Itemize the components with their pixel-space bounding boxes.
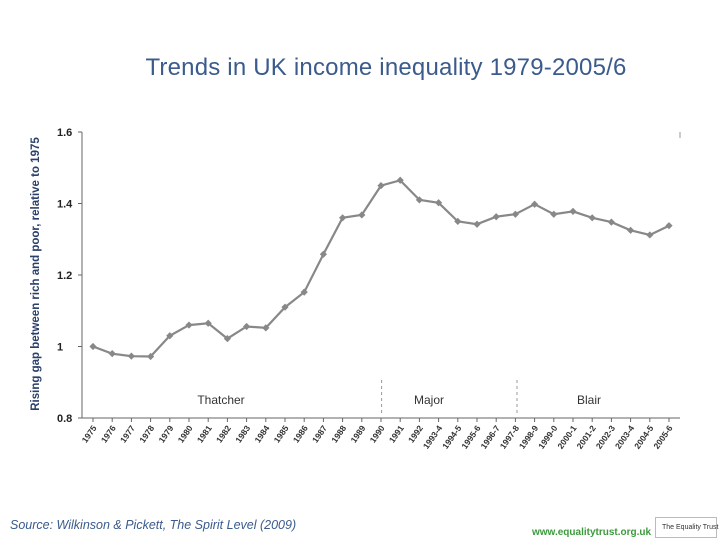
series-line: [92, 179, 670, 358]
data-point: [377, 182, 385, 190]
data-point: [300, 288, 308, 296]
data-point: [646, 231, 654, 239]
data-point: [588, 214, 596, 222]
data-point: [435, 199, 443, 207]
period-label-major: Major: [414, 393, 444, 407]
data-point: [319, 250, 327, 258]
logo-name: The Equality Trust: [662, 524, 719, 531]
data-point: [396, 176, 404, 184]
data-point: [569, 207, 577, 215]
data-point: [473, 220, 481, 228]
data-point: [108, 350, 116, 358]
y-tick-label: 1.6: [57, 127, 72, 139]
x-tick-label: 1984: [252, 423, 271, 444]
data-point: [185, 321, 193, 329]
x-tick-label: 1986: [291, 423, 310, 444]
data-point: [415, 196, 423, 204]
chart-title: Trends in UK income inequality 1979-2005…: [145, 54, 627, 81]
x-tick-label: 1978: [137, 423, 156, 444]
data-point: [492, 213, 500, 221]
data-point: [89, 342, 97, 351]
y-axis-label: Rising gap between rich and poor, relati…: [30, 137, 42, 411]
equality-trust-logo: The Equality Trust: [655, 517, 719, 538]
period-label-thatcher: Thatcher: [197, 393, 244, 407]
data-point: [223, 335, 231, 343]
data-point: [454, 217, 462, 225]
data-point: [243, 322, 251, 331]
x-tick-label: 1985: [272, 423, 291, 444]
y-tick-label: 1: [57, 342, 63, 354]
data-point: [511, 210, 519, 218]
x-tick-label: 1991: [387, 423, 406, 444]
data-point: [262, 324, 270, 332]
x-tick-label: 2005-6: [651, 423, 675, 451]
source-note: Source: Wilkinson & Pickett, The Spirit …: [10, 518, 297, 532]
x-tick-label: 1990: [368, 423, 387, 444]
x-tick-label: 1988: [329, 423, 348, 444]
data-point: [531, 200, 539, 208]
x-tick-label: 1977: [118, 423, 137, 444]
x-tick-label: 1975: [80, 423, 99, 444]
data-point: [204, 319, 212, 327]
x-tick-label: 1979: [156, 423, 175, 444]
y-tick-label: 0.8: [57, 413, 72, 425]
data-point: [339, 214, 347, 222]
x-tick-label: 1976: [99, 423, 118, 444]
website-link[interactable]: www.equalitytrust.org.uk: [532, 527, 652, 538]
data-point: [607, 218, 615, 226]
data-point: [550, 210, 558, 218]
data-point: [665, 222, 673, 230]
x-tick-label: 1981: [195, 423, 214, 444]
x-tick-label: 1980: [176, 423, 195, 444]
x-tick-label: 1989: [348, 423, 367, 444]
data-point: [127, 352, 135, 360]
data-point: [358, 211, 366, 219]
y-tick-label: 1.4: [57, 199, 73, 211]
data-point: [281, 303, 289, 311]
x-tick-label: 1987: [310, 423, 329, 444]
y-tick-label: 1.2: [57, 270, 72, 282]
x-tick-label: 1982: [214, 423, 233, 444]
data-point: [166, 332, 174, 340]
data-point: [147, 352, 155, 361]
x-tick-label: 1983: [233, 423, 252, 444]
period-label-blair: Blair: [577, 393, 601, 407]
data-point: [627, 226, 635, 234]
